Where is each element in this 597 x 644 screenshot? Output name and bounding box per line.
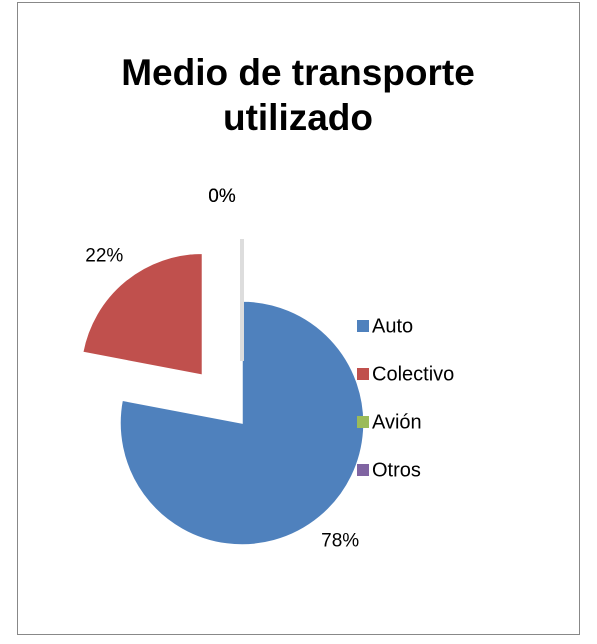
legend-swatch [357, 368, 369, 380]
data-label: 0% [208, 186, 236, 207]
chart-title: Medio de transporte utilizado [121, 52, 475, 138]
legend-swatch [357, 320, 369, 332]
legend-swatch [357, 416, 369, 428]
legend-label: Avión [372, 411, 422, 433]
data-label: 78% [321, 531, 359, 552]
data-label: 22% [85, 246, 123, 267]
legend-label: Auto [372, 315, 413, 337]
legend-swatch [357, 464, 369, 476]
pie-slice [119, 300, 365, 546]
legend-label: Otros [372, 459, 421, 481]
pie-slice [81, 252, 204, 377]
data-label: 0% [208, 186, 236, 207]
legend-label: Colectivo [372, 363, 454, 385]
